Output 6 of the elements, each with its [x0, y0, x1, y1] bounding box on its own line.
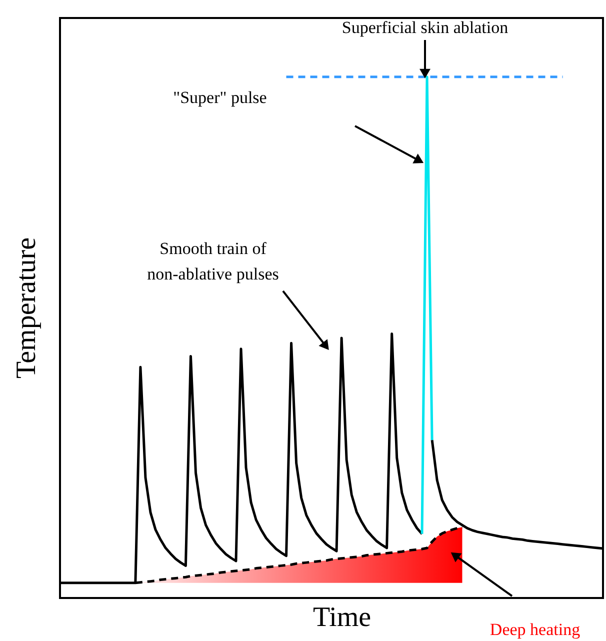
text: Superficial skin ablation: [342, 18, 509, 37]
y-axis-title: Temperature: [11, 237, 42, 379]
annotation: Smooth train of non-ablative pulses: [147, 239, 279, 284]
x-axis-title: Time: [312, 602, 372, 633]
text: Deep heating: [490, 620, 581, 639]
annotation: "Super" pulse: [173, 88, 267, 107]
